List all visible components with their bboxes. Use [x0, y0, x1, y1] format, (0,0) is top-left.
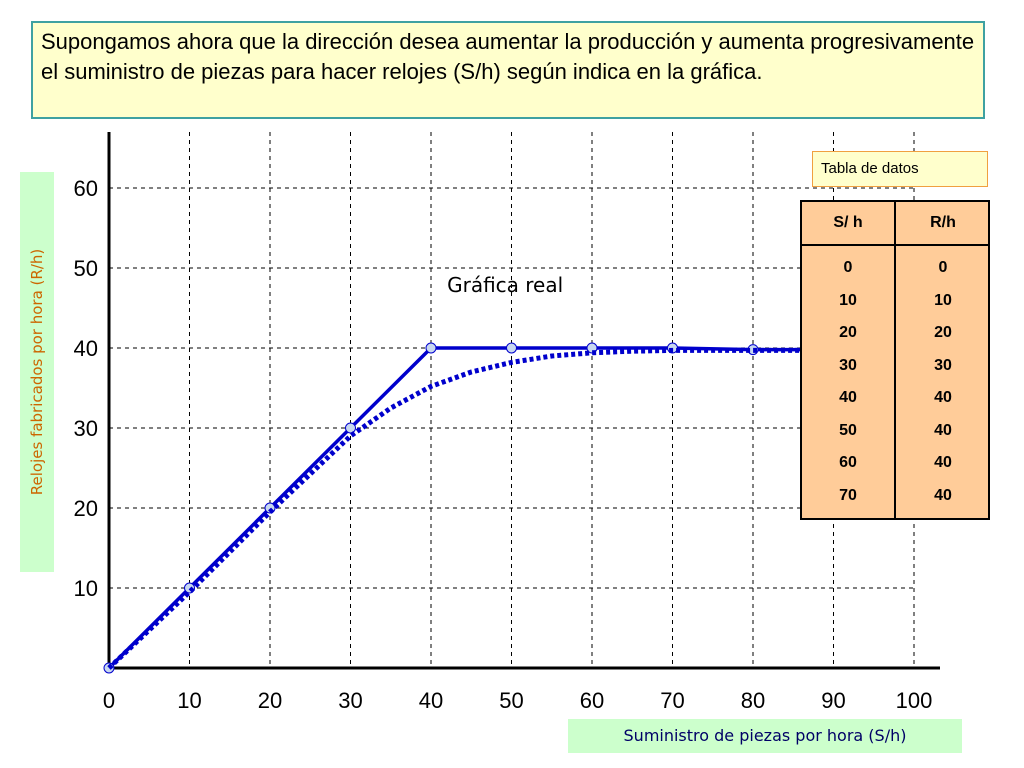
s-cell: 60 — [839, 454, 857, 471]
s-cell: 50 — [839, 421, 857, 439]
x-tick-label: 10 — [177, 688, 201, 713]
r-cell: 30 — [934, 356, 952, 374]
table-header-s: S/ h — [802, 202, 894, 246]
x-tick-label: 20 — [258, 688, 282, 713]
x-tick-label: 100 — [896, 688, 933, 713]
series-line-2 — [107, 347, 834, 670]
axes — [107, 132, 940, 670]
series — [103, 342, 839, 674]
y-tick-label: 20 — [74, 496, 98, 521]
s-cell: 30 — [839, 356, 857, 374]
x-tick-label: 70 — [660, 688, 684, 713]
y-axis-label-box — [20, 172, 54, 572]
data-point — [425, 342, 437, 354]
table-column-s: S/ h 0 10 20 30 40 50 60 70 — [802, 202, 896, 518]
x-tick-label: 40 — [419, 688, 443, 713]
x-tick-label: 80 — [741, 688, 765, 713]
r-cell: 40 — [934, 454, 952, 471]
r-cell: 20 — [934, 324, 952, 341]
table-header-r: R/h — [896, 202, 990, 246]
y-tick-label: 60 — [74, 176, 98, 201]
table-column-r: R/h 0 10 20 30 40 40 40 40 — [896, 202, 990, 518]
table-cells-s: 0 10 20 30 40 50 60 70 — [802, 246, 894, 512]
s-cell: 10 — [839, 291, 857, 309]
s-cell: 40 — [839, 389, 857, 406]
curve-annotation: Gráfica real — [447, 273, 563, 297]
grid — [109, 132, 915, 668]
data-point — [506, 342, 517, 354]
data-table: S/ h 0 10 20 30 40 50 60 70 R/h 0 10 20 30 40 40 40 40 — [800, 200, 990, 520]
s-cell: 70 — [839, 486, 857, 504]
intro-text: Supongamos ahora que la dirección desea … — [31, 21, 985, 119]
r-cell: 10 — [934, 291, 952, 309]
s-cell: 0 — [843, 259, 853, 276]
data-point — [345, 422, 356, 434]
r-cell: 0 — [938, 259, 948, 276]
table-cells-r: 0 10 20 30 40 40 40 40 — [896, 246, 990, 512]
r-cell: 40 — [934, 421, 952, 439]
y-tick-label: 40 — [74, 336, 98, 361]
x-axis-label: Suministro de piezas por hora (S/h) — [568, 719, 962, 753]
x-tick-label: 0 — [103, 688, 115, 713]
s-cell: 20 — [839, 324, 857, 341]
x-tick-label: 50 — [499, 688, 523, 713]
x-tick-label: 90 — [821, 688, 845, 713]
table-caption: Tabla de datos — [812, 151, 988, 187]
r-cell: 40 — [934, 389, 952, 406]
y-tick-label: 30 — [74, 416, 98, 441]
x-tick-label: 60 — [580, 688, 604, 713]
x-tick-label: 30 — [338, 688, 362, 713]
y-tick-label: 10 — [74, 576, 98, 601]
r-cell: 40 — [934, 486, 952, 504]
y-tick-label: 50 — [74, 256, 98, 281]
